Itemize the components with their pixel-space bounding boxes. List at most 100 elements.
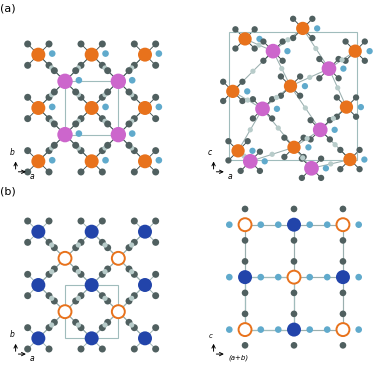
Circle shape (281, 135, 287, 141)
Circle shape (24, 147, 31, 154)
Circle shape (78, 115, 85, 122)
Circle shape (274, 106, 280, 112)
Circle shape (331, 116, 336, 121)
Circle shape (72, 67, 79, 74)
Text: a: a (228, 172, 233, 181)
Circle shape (102, 243, 108, 248)
Circle shape (49, 119, 54, 124)
Circle shape (258, 326, 264, 333)
Circle shape (343, 38, 349, 45)
Circle shape (104, 298, 111, 305)
Circle shape (85, 101, 99, 115)
Circle shape (290, 16, 296, 22)
Circle shape (297, 93, 303, 99)
Circle shape (99, 324, 106, 331)
Circle shape (152, 346, 159, 353)
Circle shape (255, 102, 270, 116)
Circle shape (287, 323, 301, 337)
Circle shape (316, 56, 323, 62)
Circle shape (131, 115, 138, 122)
Circle shape (339, 289, 346, 296)
Circle shape (249, 148, 256, 154)
Circle shape (276, 125, 281, 131)
Circle shape (239, 98, 245, 104)
Circle shape (45, 169, 53, 176)
Circle shape (284, 48, 290, 54)
Circle shape (314, 25, 320, 32)
Circle shape (258, 274, 264, 280)
Circle shape (24, 271, 31, 278)
Circle shape (343, 153, 357, 166)
Circle shape (340, 100, 353, 114)
Circle shape (85, 225, 99, 239)
Circle shape (323, 165, 329, 171)
Circle shape (76, 119, 81, 124)
Circle shape (58, 252, 71, 265)
Circle shape (104, 266, 111, 273)
Circle shape (129, 65, 134, 71)
Circle shape (31, 154, 45, 168)
Circle shape (85, 278, 99, 292)
Circle shape (31, 331, 45, 345)
Circle shape (78, 218, 85, 225)
Circle shape (303, 105, 308, 110)
Circle shape (49, 243, 54, 248)
Circle shape (279, 66, 284, 71)
Circle shape (138, 225, 152, 239)
Circle shape (225, 138, 232, 144)
Circle shape (321, 61, 336, 76)
Circle shape (239, 323, 252, 336)
Circle shape (343, 58, 349, 64)
Circle shape (76, 323, 81, 328)
Circle shape (45, 346, 53, 353)
Circle shape (332, 127, 338, 133)
Circle shape (51, 89, 58, 96)
Circle shape (337, 166, 343, 172)
Circle shape (152, 271, 159, 278)
Circle shape (334, 113, 340, 120)
Circle shape (78, 324, 85, 331)
Circle shape (51, 266, 58, 273)
Circle shape (274, 95, 279, 100)
Circle shape (327, 136, 333, 142)
Circle shape (300, 155, 305, 160)
Circle shape (334, 94, 340, 101)
Circle shape (76, 269, 81, 274)
Circle shape (156, 103, 162, 110)
Circle shape (102, 119, 108, 124)
Circle shape (45, 94, 53, 101)
Circle shape (307, 75, 312, 80)
Text: c: c (208, 333, 212, 339)
Circle shape (242, 311, 249, 317)
Circle shape (76, 65, 81, 71)
Text: a: a (30, 354, 35, 363)
Circle shape (99, 147, 106, 154)
Circle shape (250, 96, 256, 102)
Circle shape (260, 38, 267, 45)
Circle shape (299, 155, 305, 162)
Circle shape (31, 278, 45, 292)
Circle shape (138, 101, 152, 115)
Circle shape (72, 298, 79, 305)
Circle shape (348, 45, 362, 58)
Circle shape (284, 80, 297, 93)
Circle shape (241, 153, 247, 159)
Circle shape (125, 298, 132, 305)
Bar (65, 81, 118, 135)
Circle shape (57, 127, 73, 142)
Circle shape (261, 158, 268, 164)
Circle shape (278, 93, 284, 99)
Circle shape (307, 221, 313, 228)
Circle shape (129, 269, 134, 274)
Circle shape (138, 278, 152, 292)
Circle shape (49, 92, 54, 97)
Circle shape (45, 292, 53, 299)
Circle shape (99, 169, 106, 176)
Circle shape (318, 155, 324, 162)
Circle shape (299, 175, 305, 181)
Text: b: b (9, 148, 14, 157)
Text: (b): (b) (0, 186, 16, 196)
Circle shape (291, 237, 297, 244)
Circle shape (258, 221, 264, 228)
Circle shape (287, 141, 301, 154)
